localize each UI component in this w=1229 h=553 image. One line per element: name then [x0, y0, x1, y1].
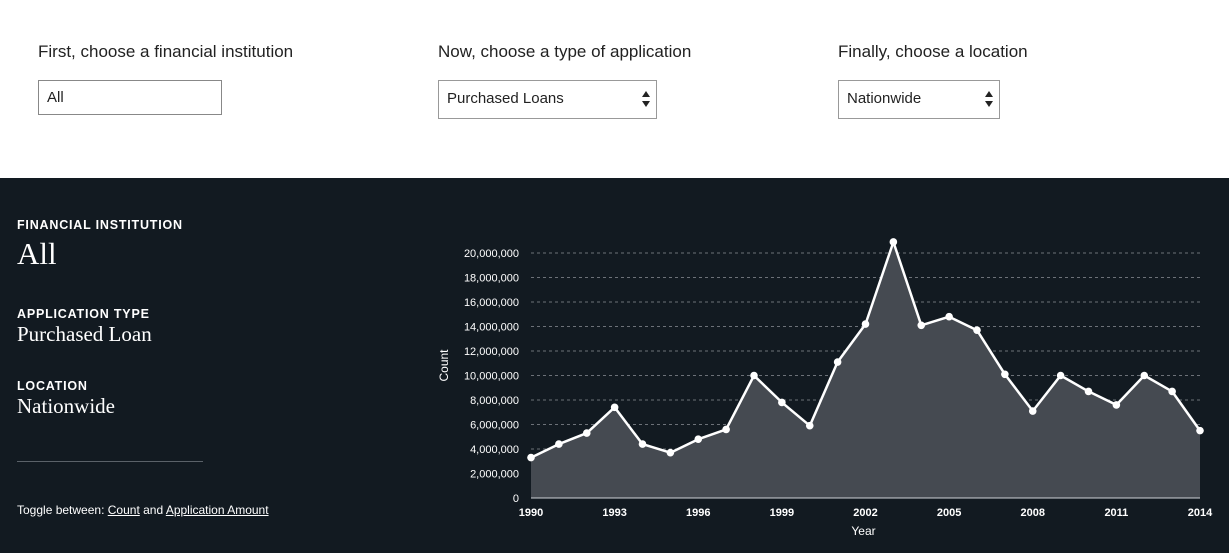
select-arrows-icon	[642, 91, 650, 109]
data-point	[945, 312, 953, 321]
location-summary-label: LOCATION	[17, 379, 88, 393]
toggle-prefix: Toggle between:	[17, 503, 105, 517]
location-select-value: Nationwide	[847, 90, 922, 107]
data-points	[527, 238, 1204, 462]
location-select[interactable]: Nationwide	[838, 80, 1000, 119]
data-point	[610, 403, 619, 412]
x-axis-label: Year	[851, 524, 875, 538]
y-tick-label: 4,000,000	[470, 444, 519, 456]
application-control-label: Now, choose a type of application	[438, 42, 692, 61]
data-point	[778, 398, 786, 407]
x-tick-label: 1993	[602, 507, 626, 519]
data-point	[1112, 401, 1121, 409]
location-control-label: Finally, choose a location	[838, 42, 1028, 61]
x-tick-label: 1996	[686, 507, 710, 519]
y-tick-label: 2,000,000	[470, 469, 519, 481]
data-point	[666, 448, 675, 457]
x-tick-label: 2005	[937, 507, 961, 519]
y-tick-label: 16,000,000	[464, 297, 519, 309]
data-point	[1140, 371, 1149, 380]
select-arrows-icon	[985, 91, 993, 109]
x-tick-label: 2014	[1188, 507, 1213, 519]
data-point	[722, 425, 730, 434]
data-point	[833, 358, 842, 366]
data-point	[1084, 387, 1093, 396]
summary-divider	[17, 461, 203, 462]
filter-controls: First, choose a financial institution Al…	[0, 0, 1229, 178]
institution-summary-label: FINANCIAL INSTITUTION	[17, 218, 183, 232]
data-point	[527, 453, 535, 462]
metric-toggle: Toggle between: Count and Application Am…	[17, 503, 269, 517]
y-tick-label: 8,000,000	[470, 395, 519, 407]
x-tick-label: 2008	[1021, 507, 1045, 519]
y-tick-label: 0	[513, 493, 519, 505]
institution-control-label: First, choose a financial institution	[38, 42, 294, 61]
area-fill	[531, 242, 1200, 498]
location-control: Finally, choose a location Nationwide	[838, 42, 1028, 119]
y-tick-label: 10,000,000	[464, 371, 519, 383]
data-point	[1001, 370, 1009, 379]
institution-control: First, choose a financial institution Al…	[38, 42, 294, 115]
application-select[interactable]: Purchased Loans	[438, 80, 657, 119]
data-point	[582, 429, 591, 437]
x-tick-label: 1990	[519, 507, 543, 519]
data-point	[805, 421, 814, 430]
y-tick-label: 6,000,000	[470, 420, 519, 432]
data-point	[694, 435, 703, 444]
data-point	[917, 321, 926, 330]
y-axis-label: Count	[437, 349, 451, 382]
data-point	[1196, 426, 1204, 435]
area-chart: 0 2,000,000 4,000,000 6,000,000 8,000,000 10,…	[437, 238, 1213, 538]
x-tick-labels: 1990 1993 1996 1999 2002 2005 2008 2011 2014	[519, 507, 1213, 519]
x-tick-label: 2011	[1104, 507, 1128, 519]
x-tick-label: 1999	[770, 507, 794, 519]
toggle-count-link[interactable]: Count	[107, 503, 140, 517]
data-point	[889, 238, 898, 246]
data-point	[861, 320, 870, 328]
toggle-amount-link[interactable]: Application Amount	[165, 503, 269, 517]
application-summary-value: Purchased Loan	[17, 322, 152, 346]
institution-input[interactable]: All	[38, 80, 222, 115]
location-summary-value: Nationwide	[17, 394, 115, 418]
y-tick-label: 20,000,000	[464, 248, 519, 260]
application-summary-label: APPLICATION TYPE	[17, 307, 150, 321]
data-point	[555, 440, 563, 448]
data-point	[1056, 371, 1065, 380]
y-tick-label: 14,000,000	[464, 322, 519, 334]
toggle-conjunction: and	[143, 503, 164, 517]
x-tick-label: 2002	[853, 507, 877, 519]
results-panel: FINANCIAL INSTITUTION All APPLICATION TY…	[0, 178, 1229, 553]
data-point	[1168, 387, 1176, 396]
data-point	[750, 371, 758, 380]
application-select-value: Purchased Loans	[447, 90, 564, 107]
y-tick-label: 18,000,000	[464, 273, 519, 285]
data-point	[638, 440, 647, 448]
data-point	[1028, 407, 1037, 415]
data-point	[973, 326, 981, 334]
y-tick-labels: 0 2,000,000 4,000,000 6,000,000 8,000,000 10,…	[464, 248, 519, 505]
application-control: Now, choose a type of application Purcha…	[438, 42, 692, 119]
institution-summary-value: All	[17, 236, 57, 271]
y-tick-label: 12,000,000	[464, 346, 519, 358]
